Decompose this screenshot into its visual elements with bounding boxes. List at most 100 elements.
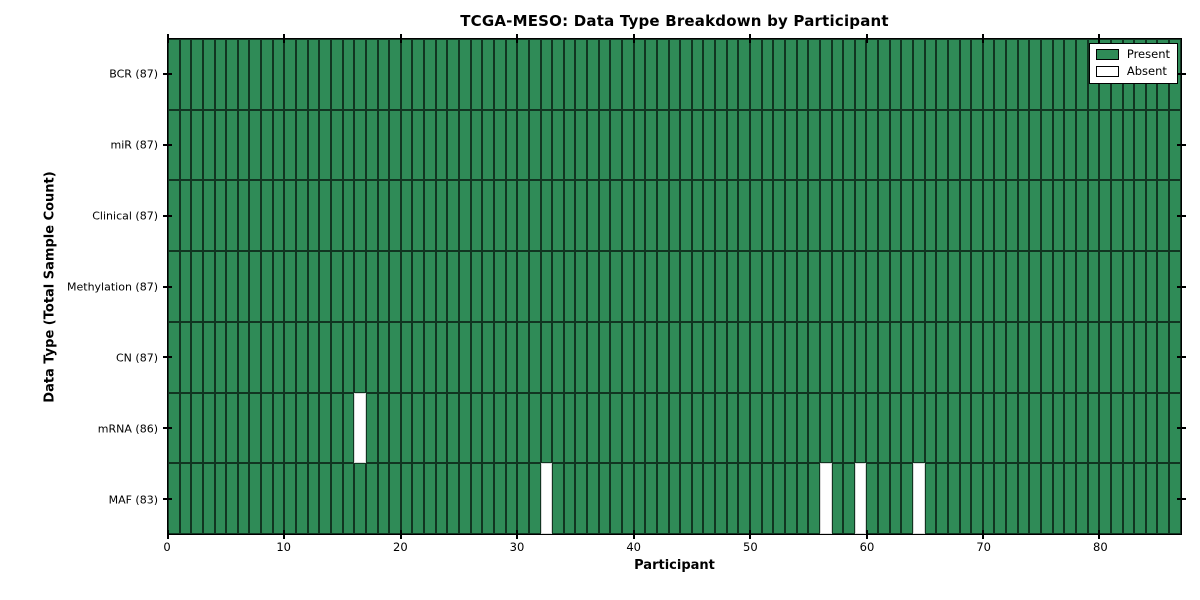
grid-cell: [947, 39, 960, 110]
grid-cell: [750, 39, 762, 110]
grid-cell: [831, 463, 844, 535]
grid-cell: [482, 463, 494, 535]
grid-cell: [633, 251, 646, 322]
grid-cell: [738, 463, 751, 535]
grid-cell: [354, 39, 366, 110]
grid-cell: [936, 392, 948, 464]
grid-cell: [994, 39, 1007, 110]
grid-cell: [796, 251, 809, 322]
grid-cell: [575, 251, 588, 322]
grid-cell: [563, 109, 576, 181]
grid-cell: [226, 180, 238, 252]
grid-cell: [1145, 463, 1158, 535]
grid-cell: [843, 321, 855, 393]
grid-cell: [226, 392, 238, 464]
grid-cell: [191, 109, 203, 181]
grid-cell: [202, 321, 215, 393]
grid-cell: [947, 463, 960, 535]
grid-cell: [738, 109, 751, 181]
grid-cell: [1110, 180, 1123, 252]
grid-cell: [1029, 321, 1042, 393]
grid-cell: [1122, 251, 1135, 322]
grid-cell: [400, 109, 413, 181]
grid-cell: [563, 39, 576, 110]
grid-cell: [936, 109, 948, 181]
grid-cell: [528, 321, 541, 393]
grid-cell: [913, 463, 925, 535]
grid-cell: [319, 180, 331, 252]
grid-cell: [959, 251, 972, 322]
grid-cell: [924, 109, 937, 181]
grid-cell: [1145, 180, 1158, 252]
grid-cell: [435, 251, 448, 322]
grid-cell: [587, 463, 599, 535]
grid-cell: [761, 463, 774, 535]
grid-cell: [226, 321, 238, 393]
grid-cell: [424, 39, 436, 110]
grid-cell: [1122, 109, 1135, 181]
grid-cell: [936, 463, 948, 535]
grid-cell: [656, 392, 669, 464]
grid-cell: [1006, 39, 1018, 110]
grid-cell: [1064, 251, 1076, 322]
grid-cell: [680, 109, 692, 181]
grid-cell: [237, 251, 250, 322]
grid-cell: [563, 392, 576, 464]
grid-cell: [715, 321, 727, 393]
grid-cell: [680, 463, 692, 535]
grid-cell: [261, 463, 273, 535]
grid-cell: [703, 321, 716, 393]
grid-cell: [1064, 180, 1076, 252]
grid-cell: [412, 463, 425, 535]
grid-cell: [680, 392, 692, 464]
grid-cell: [237, 180, 250, 252]
grid-cell: [470, 109, 483, 181]
grid-cell: [1075, 463, 1088, 535]
grid-cell: [202, 39, 215, 110]
grid-cell: [237, 392, 250, 464]
grid-cell: [319, 463, 331, 535]
grid-cell: [691, 321, 704, 393]
grid-cell: [610, 251, 622, 322]
grid-cell: [226, 109, 238, 181]
grid-cell: [296, 39, 308, 110]
grid-cell: [761, 392, 774, 464]
grid-cell: [610, 180, 622, 252]
grid-cell: [796, 180, 809, 252]
grid-cell: [214, 109, 227, 181]
y-tick-label: miR (87): [110, 138, 159, 151]
grid-cell: [191, 392, 203, 464]
grid-cell: [656, 251, 669, 322]
grid-cell: [552, 321, 564, 393]
grid-cell: [680, 39, 692, 110]
grid-cell: [796, 39, 809, 110]
grid-cell: [377, 39, 390, 110]
grid-cell: [1134, 109, 1146, 181]
grid-cell: [552, 392, 564, 464]
grid-cell: [1099, 463, 1111, 535]
grid-cell: [284, 180, 297, 252]
grid-cell: [307, 39, 320, 110]
grid-cell: [505, 463, 518, 535]
x-tick-label: 80: [1093, 540, 1108, 554]
grid-cell: [1017, 39, 1030, 110]
grid-cell: [575, 109, 588, 181]
grid-cell: [307, 463, 320, 535]
grid-cell: [296, 109, 308, 181]
grid-cell: [656, 109, 669, 181]
grid-cell: [750, 251, 762, 322]
grid-cell: [1029, 251, 1042, 322]
grid-cell: [947, 392, 960, 464]
grid-cell: [587, 321, 599, 393]
grid-cell: [377, 109, 390, 181]
grid-cell: [400, 251, 413, 322]
grid-cell: [168, 109, 180, 181]
grid-cell: [365, 321, 378, 393]
legend-item-present: Present: [1095, 48, 1170, 61]
grid-cell: [913, 39, 925, 110]
grid-cell: [587, 109, 599, 181]
grid-cell: [843, 392, 855, 464]
grid-cell: [1134, 392, 1146, 464]
grid-cell: [365, 463, 378, 535]
grid-cell: [703, 463, 716, 535]
